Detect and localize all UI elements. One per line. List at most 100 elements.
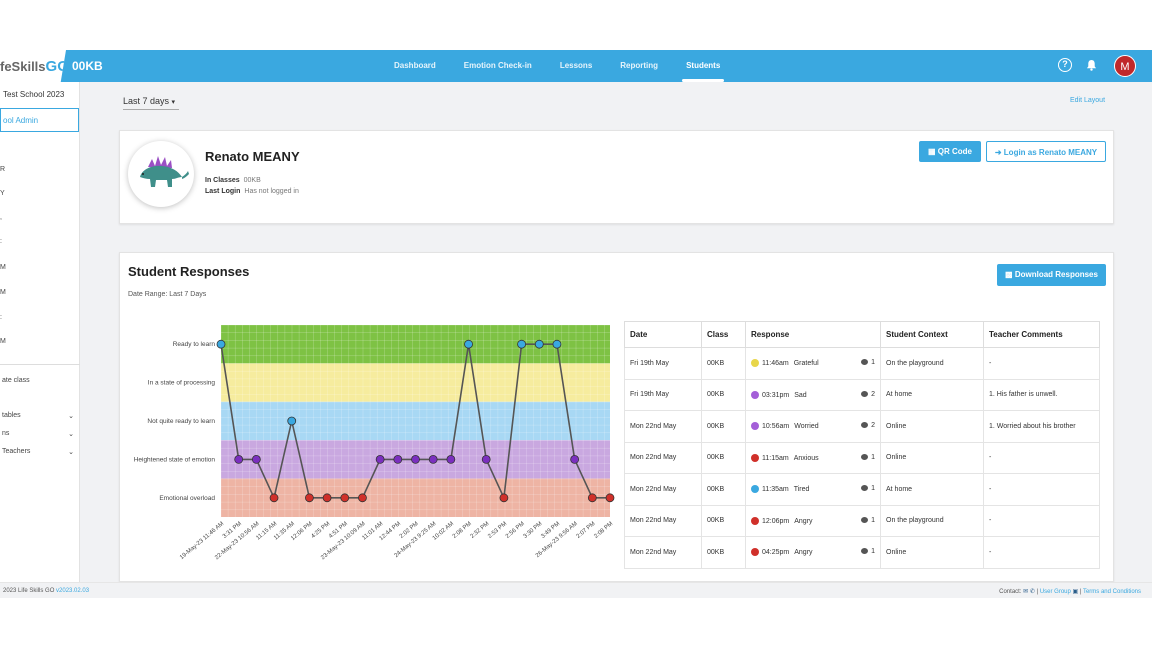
- data-point: [552, 339, 562, 349]
- sidebar-item-school-admin[interactable]: ool Admin: [0, 108, 79, 132]
- col-teacher-comments[interactable]: Teacher Comments: [983, 321, 1100, 348]
- x-axis-label: 2:08 PM: [593, 521, 614, 540]
- emotion-chart: Emotional overload Heightened state of em…: [134, 324, 615, 561]
- sidebar-item[interactable]: M: [0, 289, 6, 296]
- col-response[interactable]: Response: [745, 321, 881, 348]
- bell-icon[interactable]: [1086, 59, 1097, 71]
- cell-class: 00KB: [701, 536, 746, 569]
- cell-comment: -: [983, 441, 1100, 474]
- nav-reporting[interactable]: Reporting: [620, 61, 659, 70]
- comments-count[interactable]: 1: [861, 485, 875, 492]
- class-code[interactable]: 00KB: [72, 59, 103, 73]
- terms-link[interactable]: Terms and Conditions: [1082, 589, 1141, 595]
- qr-code-button[interactable]: ▦ QR Code: [919, 141, 981, 162]
- data-point: [570, 454, 580, 464]
- edit-layout-link[interactable]: Edit Layout: [1070, 97, 1106, 104]
- cell-context: Online: [880, 536, 984, 569]
- logo-container[interactable]: feSkillsGO: [0, 50, 66, 82]
- sidebar-item[interactable]: M: [0, 264, 6, 271]
- data-point: [358, 493, 367, 503]
- nav-lessons[interactable]: Lessons: [559, 61, 593, 70]
- x-axis-label: 2:08 PM: [452, 521, 473, 540]
- data-point: [393, 454, 403, 464]
- data-point: [216, 339, 226, 349]
- y-axis-label: Emotional overload: [159, 495, 215, 502]
- sidebar-menu-ns[interactable]: ns ⌄: [2, 430, 74, 438]
- copyright: 2023 Life Skills GO v2023.02.03: [3, 588, 90, 594]
- table-row[interactable]: Fri 19th May 00KB 11:46am Grateful 1 On the p…: [624, 347, 1100, 380]
- comment-bubble-icon: [861, 390, 869, 397]
- cell-response: 04:25pm Angry 1: [745, 536, 881, 569]
- data-point: [411, 454, 420, 464]
- sidebar-item[interactable]: R: [0, 166, 6, 173]
- sidebar-create-class[interactable]: ate class: [2, 377, 30, 384]
- sidebar-item[interactable]: M: [0, 338, 6, 345]
- data-point: [446, 454, 456, 464]
- comments-count[interactable]: 1: [861, 548, 875, 555]
- comments-count[interactable]: 1: [861, 359, 875, 366]
- comment-bubble-icon: [861, 422, 869, 429]
- chart-band: [221, 401, 610, 441]
- col-student-context[interactable]: Student Context: [880, 321, 984, 348]
- login-as-student-button[interactable]: ➜ Login as Renato MEANY: [986, 141, 1106, 162]
- contact-label: Contact:: [999, 589, 1022, 595]
- comment-bubble-icon: [861, 548, 869, 555]
- table-row[interactable]: Mon 22nd May 00KB 11:35am Tired 1 At home -: [624, 473, 1100, 506]
- cell-context: Online: [880, 410, 984, 443]
- footer: 2023 Life Skills GO v2023.02.03 Contact:…: [0, 582, 1152, 598]
- cell-date: Mon 22nd May: [624, 473, 702, 506]
- comments-count[interactable]: 2: [861, 422, 875, 429]
- facebook-icon[interactable]: ▣: [1072, 589, 1079, 595]
- sidebar-menu-tables[interactable]: tables ⌄: [2, 412, 74, 420]
- date-range: Date Range: Last 7 Days: [128, 291, 207, 298]
- logo[interactable]: feSkillsGO: [0, 58, 69, 75]
- table-row[interactable]: Mon 22nd May 00KB 04:25pm Angry 1 Online -: [624, 536, 1100, 569]
- main-nav: Dashboard Emotion Check-in Lessons Repor…: [380, 50, 734, 82]
- caret-down-icon: ▾: [171, 99, 176, 106]
- user-group-link[interactable]: User Group: [1039, 589, 1071, 595]
- comments-count[interactable]: 2: [861, 391, 875, 398]
- comment-bubble-icon: [861, 516, 869, 523]
- sidebar-item[interactable]: Y: [0, 190, 5, 197]
- table-row[interactable]: Mon 22nd May 00KB 12:06pm Angry 1 On the play…: [624, 504, 1100, 537]
- cell-date: Mon 22nd May: [624, 441, 702, 474]
- comments-count[interactable]: 1: [861, 517, 875, 524]
- data-point: [517, 339, 526, 349]
- x-axis-label: 2:32 PM: [470, 521, 491, 540]
- data-point: [481, 454, 491, 464]
- phone-icon[interactable]: ✆: [1029, 589, 1035, 595]
- download-responses-button[interactable]: ▩ Download Responses: [997, 264, 1106, 286]
- cell-date: Mon 22nd May: [624, 410, 702, 443]
- student-avatar: [128, 141, 194, 207]
- user-avatar[interactable]: M: [1114, 55, 1136, 77]
- nav-dashboard[interactable]: Dashboard: [394, 61, 436, 70]
- comments-count[interactable]: 1: [861, 454, 875, 461]
- comment-bubble-icon: [861, 453, 869, 460]
- data-point: [269, 493, 279, 503]
- sidebar-item[interactable]: :: [0, 314, 2, 321]
- cell-date: Fri 19th May: [624, 347, 702, 380]
- cell-response: 12:06pm Angry 1: [745, 504, 881, 537]
- cell-context: At home: [880, 378, 984, 411]
- sidebar-school-name[interactable]: Test School 2023: [3, 90, 65, 99]
- data-point: [234, 454, 244, 464]
- mail-icon[interactable]: ✉: [1023, 589, 1029, 595]
- nav-students[interactable]: Students: [672, 50, 734, 82]
- data-point: [287, 416, 297, 426]
- stegosaurus-icon: [140, 156, 189, 187]
- data-point: [605, 493, 615, 503]
- qr-icon: ▦: [927, 147, 938, 156]
- sidebar-menu-teachers[interactable]: Teachers ⌄: [2, 448, 74, 456]
- table-row[interactable]: Mon 22nd May 00KB 10:56am Worried 2 Online 1. …: [624, 410, 1100, 443]
- sidebar-item[interactable]: ,: [0, 214, 2, 221]
- table-row[interactable]: Mon 22nd May 00KB 11:15am Anxious 1 Online -: [624, 441, 1100, 474]
- date-filter-dropdown[interactable]: Last 7 days ▾: [123, 96, 180, 110]
- table-row[interactable]: Fri 19th May 00KB 03:31pm Sad 2 At home 1. His…: [624, 378, 1100, 411]
- nav-emotion-check-in[interactable]: Emotion Check-in: [463, 61, 532, 70]
- col-date[interactable]: Date: [624, 321, 702, 348]
- sidebar-item[interactable]: :: [0, 238, 2, 245]
- emotion-dot-icon: [751, 516, 759, 525]
- help-icon[interactable]: ?: [1058, 58, 1072, 72]
- emotion-dot-icon: [751, 359, 759, 368]
- col-class[interactable]: Class: [701, 321, 746, 348]
